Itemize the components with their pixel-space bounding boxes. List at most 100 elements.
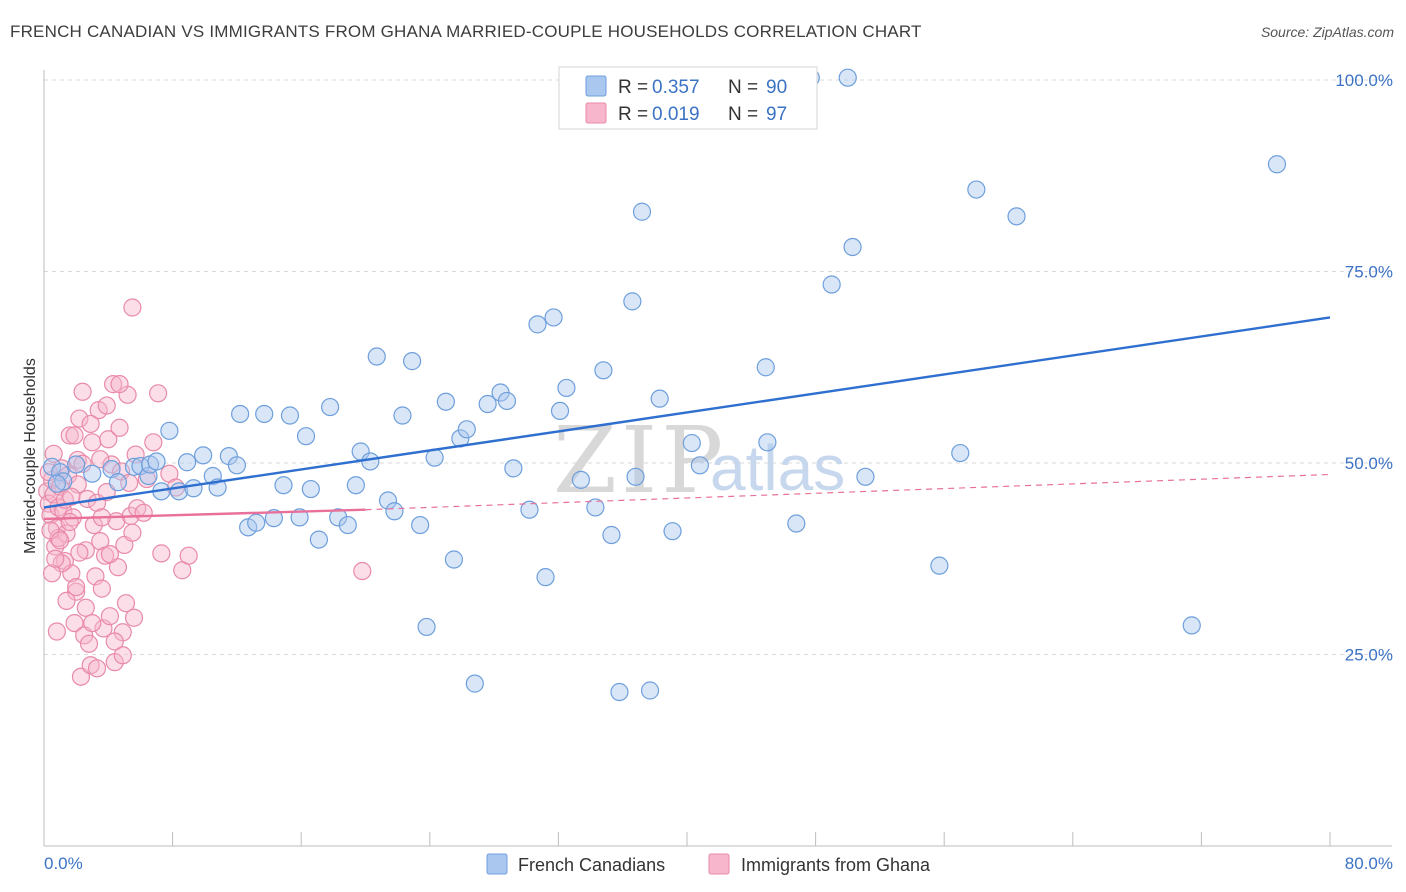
- ghana-point-92: [47, 622, 66, 641]
- french-canadian-point-56: [520, 500, 539, 519]
- french-canadian-point-45: [417, 617, 436, 637]
- french-canadian-point-80: [843, 237, 862, 257]
- ghana-point-86: [41, 521, 60, 540]
- french-canadian-point-16: [184, 479, 203, 498]
- french-canadian-point-85: [1007, 207, 1026, 226]
- french-canadian-point-36: [346, 476, 365, 495]
- ghana-point-10: [54, 502, 73, 521]
- french-canadian-point-48: [444, 550, 464, 569]
- trend-lines: [43, 316, 1331, 521]
- ghana-point-77: [44, 444, 63, 463]
- french-canadian-point-30: [296, 427, 316, 446]
- y-tick-labels: 25.0% 50.0% 75.0% 100.0%: [1335, 71, 1393, 665]
- french-canadian-point-76: [787, 514, 806, 533]
- legend-swatch-blue: [585, 75, 607, 97]
- ghana-point-94: [83, 613, 102, 633]
- ghana-point-95: [46, 549, 65, 568]
- french-canadian-point-71: [663, 522, 682, 541]
- ghana-point-53: [123, 298, 142, 317]
- ghana-point-15: [62, 564, 81, 583]
- ghana-point-82: [110, 375, 129, 394]
- french-canadian-point-13: [160, 421, 179, 440]
- ghana-point-34: [92, 579, 111, 598]
- ghana-point-83: [353, 561, 372, 581]
- ghana-point-49: [116, 594, 136, 613]
- legend-r-value-blue: 0.357: [652, 77, 700, 98]
- ghana-point-76: [70, 543, 89, 562]
- french-canadian-point-66: [610, 682, 629, 702]
- french-canadian-point-41: [385, 502, 404, 521]
- x-tick-label-max: 80.0%: [1345, 854, 1393, 873]
- ghana-point-28: [83, 433, 102, 452]
- ghana-point-69: [152, 544, 171, 563]
- french-canadian-point-89: [47, 474, 66, 493]
- french-canadian-point-58: [536, 568, 555, 587]
- french-canadian-point-29: [290, 508, 309, 527]
- french-canadian-point-15: [177, 453, 197, 472]
- french-canadian-point-34: [329, 508, 348, 527]
- french-canadian-point-57: [528, 315, 547, 334]
- french-canadian-point-73: [690, 456, 709, 475]
- y-tick-label-50: 50.0%: [1345, 454, 1393, 473]
- french-canadian-point-32: [309, 530, 328, 549]
- french-canadian-point-67: [623, 292, 642, 311]
- french-canadian-point-35: [338, 515, 357, 535]
- french-canadian-point-68: [632, 202, 652, 221]
- ghana-point-20: [70, 409, 89, 428]
- bottom-legend-label-french-canadians: French Canadians: [518, 855, 665, 875]
- french-canadian-point-69: [640, 681, 660, 700]
- french-canadian-points: [42, 68, 1287, 702]
- trend-line-ghana: [43, 508, 366, 521]
- french-canadian-point-43: [403, 352, 422, 371]
- french-canadian-point-54: [497, 391, 517, 411]
- french-canadian-point-38: [361, 452, 380, 471]
- source-label: Source: ZipAtlas.com: [1260, 24, 1394, 40]
- series-legend: French Canadians Immigrants from Ghana: [486, 853, 931, 875]
- french-canadian-point-51: [465, 674, 484, 693]
- legend-r-value-pink: 0.019: [652, 104, 700, 125]
- french-canadian-point-61: [557, 378, 576, 398]
- french-canadian-point-65: [602, 525, 621, 545]
- x-tick-label-min: 0.0%: [44, 854, 83, 873]
- ghana-point-65: [134, 503, 153, 522]
- ghana-point-45: [110, 418, 129, 437]
- french-canadian-point-64: [594, 361, 613, 380]
- french-canadian-point-4: [83, 464, 102, 483]
- french-canadian-point-59: [544, 308, 563, 327]
- ghana-point-39: [100, 607, 120, 626]
- y-tick-label-75: 75.0%: [1345, 263, 1393, 282]
- bottom-legend-swatch-blue: [486, 853, 508, 875]
- legend-swatch-pink: [585, 102, 607, 124]
- ghana-point-67: [144, 433, 163, 452]
- ghana-point-26: [79, 634, 99, 653]
- ghana-point-63: [113, 646, 132, 665]
- french-canadian-point-62: [571, 470, 591, 489]
- french-canadian-point-84: [967, 180, 986, 199]
- french-canadian-point-18: [203, 466, 222, 486]
- french-canadian-point-72: [682, 433, 701, 453]
- french-canadian-point-50: [457, 420, 476, 439]
- x-ticks: [43, 832, 1331, 846]
- french-canadian-point-75: [758, 433, 777, 452]
- french-canadian-point-60: [550, 401, 570, 421]
- ghana-point-22: [73, 382, 92, 401]
- french-canadian-point-70: [650, 389, 669, 408]
- french-canadian-point-6: [108, 473, 128, 492]
- bottom-legend-label-ghana: Immigrants from Ghana: [741, 855, 931, 875]
- french-canadian-point-55: [504, 459, 523, 478]
- ghana-point-78: [42, 564, 62, 583]
- french-canadian-point-81: [856, 467, 875, 486]
- french-canadian-point-42: [393, 406, 412, 425]
- bottom-legend-swatch-pink: [708, 853, 730, 875]
- watermark-atlas: atlas: [710, 432, 845, 504]
- french-canadian-point-28: [280, 406, 300, 425]
- ghana-point-87: [62, 487, 81, 506]
- ghana-point-38: [99, 430, 118, 449]
- watermark-zip: ZIP: [553, 407, 727, 514]
- french-canadian-point-52: [478, 394, 497, 414]
- ghana-point-54: [124, 608, 144, 627]
- french-canadian-point-88: [626, 467, 645, 486]
- ghana-point-40: [102, 455, 121, 474]
- ghana-point-33: [91, 532, 110, 551]
